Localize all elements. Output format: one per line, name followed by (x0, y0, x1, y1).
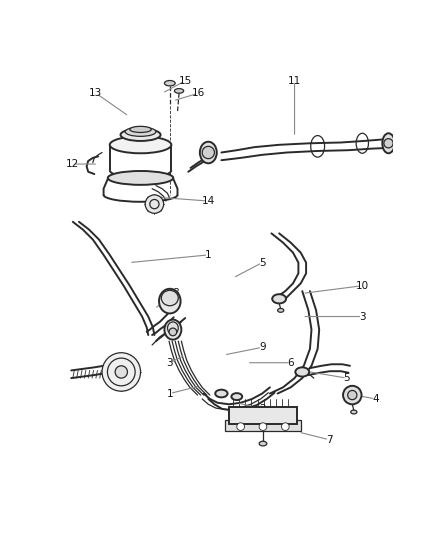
Ellipse shape (278, 309, 284, 312)
Text: 9: 9 (259, 342, 265, 352)
Ellipse shape (272, 294, 286, 303)
Ellipse shape (161, 290, 178, 306)
Circle shape (348, 391, 357, 400)
Circle shape (282, 423, 289, 431)
Ellipse shape (231, 393, 242, 400)
Text: 7: 7 (326, 435, 332, 445)
Text: 5: 5 (343, 373, 350, 383)
Circle shape (169, 328, 177, 336)
FancyBboxPatch shape (225, 421, 301, 431)
Ellipse shape (130, 126, 151, 133)
Text: 1: 1 (166, 389, 173, 399)
Ellipse shape (351, 410, 357, 414)
Circle shape (102, 353, 141, 391)
Ellipse shape (120, 128, 161, 141)
FancyBboxPatch shape (229, 407, 297, 424)
Text: 1: 1 (205, 250, 212, 260)
Ellipse shape (110, 136, 171, 154)
Ellipse shape (108, 171, 173, 185)
Text: 11: 11 (288, 76, 301, 86)
Text: 5: 5 (259, 257, 265, 268)
Text: 16: 16 (192, 88, 205, 98)
Ellipse shape (125, 127, 156, 136)
Circle shape (343, 386, 361, 405)
Circle shape (115, 366, 127, 378)
Circle shape (145, 195, 164, 213)
Circle shape (202, 147, 215, 159)
Ellipse shape (259, 441, 267, 446)
Text: 3: 3 (166, 358, 173, 368)
Text: 3: 3 (359, 311, 366, 321)
Ellipse shape (164, 320, 181, 340)
Ellipse shape (200, 142, 217, 163)
Text: 12: 12 (66, 159, 79, 169)
Text: 15: 15 (179, 76, 192, 86)
Ellipse shape (174, 88, 184, 93)
Ellipse shape (159, 289, 180, 313)
Ellipse shape (295, 367, 309, 377)
Ellipse shape (215, 390, 228, 398)
Text: 4: 4 (372, 394, 379, 404)
Text: 14: 14 (201, 196, 215, 206)
Circle shape (237, 423, 244, 431)
Text: 6: 6 (287, 358, 294, 368)
Circle shape (384, 139, 393, 148)
Text: 10: 10 (356, 281, 369, 290)
Text: 2: 2 (259, 404, 265, 414)
Text: 8: 8 (172, 288, 179, 298)
Ellipse shape (382, 133, 395, 154)
Text: 13: 13 (89, 88, 102, 98)
Ellipse shape (167, 322, 178, 334)
Circle shape (259, 423, 267, 431)
Ellipse shape (164, 80, 175, 86)
